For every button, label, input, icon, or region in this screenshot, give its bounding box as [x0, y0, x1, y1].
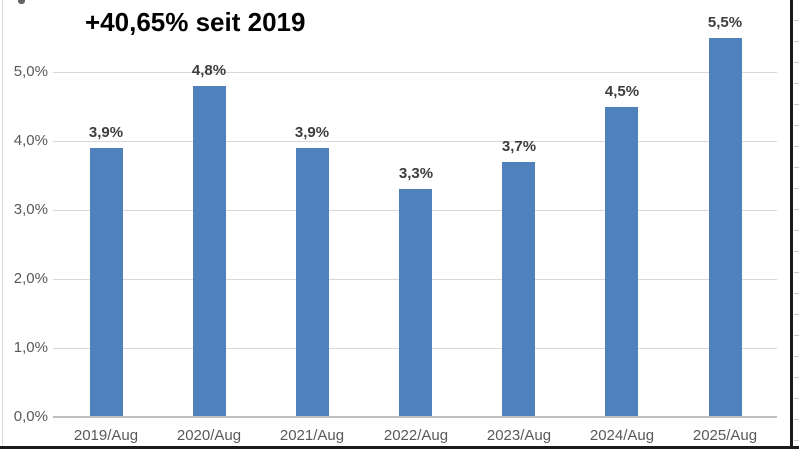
x-axis-tick-label: 2019/Aug: [73, 427, 139, 444]
x-axis-tick-label: 2020/Aug: [176, 427, 242, 444]
right-border: [790, 0, 793, 449]
gridline: [53, 72, 777, 73]
bar-2020/Aug: [193, 86, 226, 416]
data-label: 3,9%: [294, 124, 330, 141]
bar-2021/Aug: [296, 148, 329, 416]
data-label: 3,3%: [398, 165, 434, 182]
x-axis-tick-label: 2024/Aug: [589, 427, 655, 444]
chart-title: +40,65% seit 2019: [85, 7, 306, 37]
bar-2023/Aug: [502, 162, 535, 416]
bottom-border: [0, 446, 799, 449]
left-edge-line: [2, 0, 3, 445]
y-axis-tick-label: 5,0%: [13, 63, 48, 80]
x-axis-tick-label: 2021/Aug: [279, 427, 345, 444]
bar-2025/Aug: [709, 38, 742, 416]
data-label: 3,9%: [88, 124, 124, 141]
x-axis-tick-label: 2022/Aug: [383, 427, 449, 444]
y-axis-tick-label: 2,0%: [13, 270, 48, 287]
bar-2022/Aug: [399, 189, 432, 416]
y-axis-tick-label: 4,0%: [13, 132, 48, 149]
y-axis-tick-label: 1,0%: [13, 339, 48, 356]
bar-2024/Aug: [605, 107, 638, 416]
y-axis-tick-label: 0,0%: [13, 408, 48, 425]
gridline: [53, 141, 777, 142]
data-label: 4,5%: [604, 83, 640, 100]
y-axis-tick-label: 3,0%: [13, 201, 48, 218]
data-label: 3,7%: [501, 138, 537, 155]
data-label: 4,8%: [191, 62, 227, 79]
bar-2019/Aug: [90, 148, 123, 416]
x-axis-tick-label: 2023/Aug: [486, 427, 552, 444]
corner-artifact: [18, 0, 25, 4]
x-axis-tick-label: 2025/Aug: [692, 427, 758, 444]
spreadsheet-cell-lines: [794, 0, 799, 446]
data-label: 5,5%: [707, 14, 743, 31]
x-axis-line: [53, 416, 777, 418]
